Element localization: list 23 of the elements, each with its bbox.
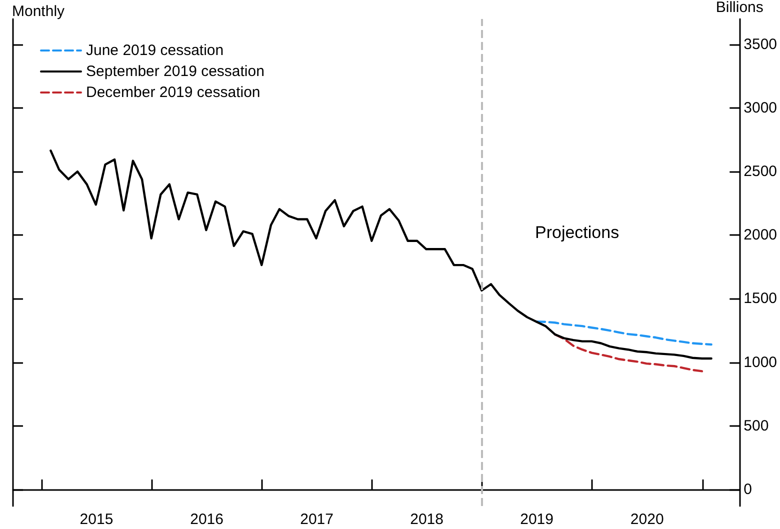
- x-tick-label: 2016: [190, 511, 224, 528]
- y-tick-label: 2500: [744, 163, 778, 180]
- y-tick-label: 1500: [744, 290, 778, 308]
- y-axis-title: Billions: [716, 0, 764, 16]
- line-series: [535, 320, 712, 346]
- y-tick-label: 2000: [744, 226, 778, 244]
- y-tick-label: 3500: [744, 36, 778, 53]
- annotation: Monthly: [12, 3, 66, 20]
- legend-label: June 2019 cessation: [86, 42, 224, 59]
- x-tick-label: 2018: [410, 511, 444, 528]
- y-tick-label: 3000: [744, 100, 778, 117]
- line-series: [554, 333, 704, 372]
- x-tick-label: 2019: [520, 511, 554, 528]
- line-series: [50, 150, 712, 360]
- y-tick-label: 500: [744, 417, 769, 434]
- legend-label: September 2019 cessation: [86, 63, 264, 80]
- y-tick-label: 0: [744, 480, 752, 498]
- y-tick-label: 1000: [744, 354, 778, 371]
- legend-label: December 2019 cessation: [86, 84, 260, 101]
- x-tick-label: 2015: [80, 511, 114, 528]
- annotation: Projections: [535, 223, 620, 242]
- x-tick-label: 2020: [630, 511, 664, 528]
- x-tick-label: 2017: [300, 511, 334, 528]
